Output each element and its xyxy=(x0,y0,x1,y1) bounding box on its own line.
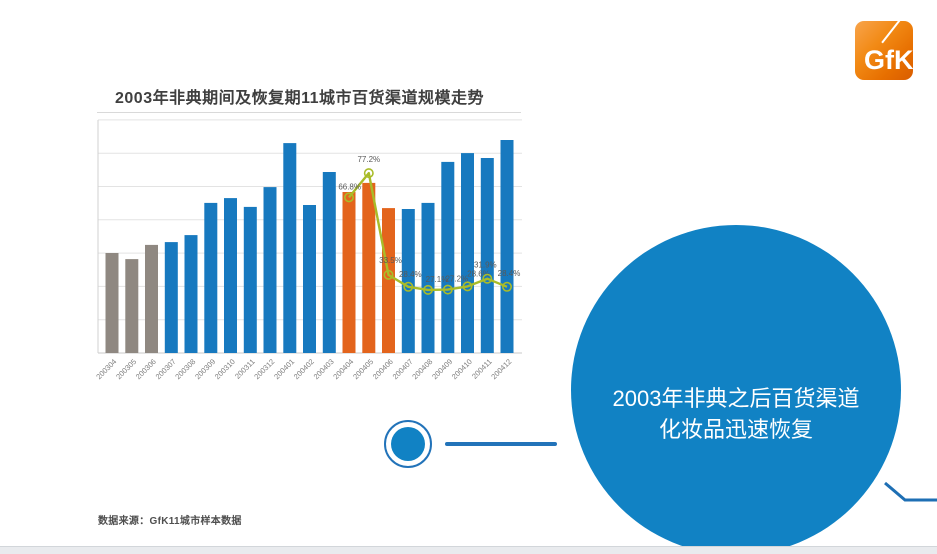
x-tick-label: 200409 xyxy=(430,357,454,381)
trend-label: 27.1% xyxy=(426,275,449,284)
bar-200409 xyxy=(441,161,455,353)
x-tick-label: 200305 xyxy=(114,357,138,381)
bar-200410 xyxy=(461,153,474,353)
trend-marker xyxy=(462,281,473,292)
trend-label: 28.4% xyxy=(399,270,422,279)
x-tick-label: 200308 xyxy=(173,357,197,381)
x-tick-label: 200407 xyxy=(391,357,415,381)
chart-title: 2003年非典期间及恢复期11城市百货渠道规模走势 xyxy=(115,90,485,107)
trend-marker xyxy=(363,168,374,179)
logo-slash-line xyxy=(881,21,904,44)
x-tick-label: 200404 xyxy=(331,357,355,381)
x-tick-label: 200412 xyxy=(489,357,513,381)
x-tick-label: 200408 xyxy=(410,357,434,381)
bar-200406 xyxy=(382,208,395,353)
trend-label: 66.8% xyxy=(338,182,361,191)
bar-200401 xyxy=(283,143,297,353)
bar-200412 xyxy=(500,140,514,353)
x-tick-label: 200304 xyxy=(94,357,118,381)
bar-200307 xyxy=(164,242,178,353)
bar-200308 xyxy=(184,235,198,353)
bar-200311 xyxy=(243,206,257,353)
title-divider xyxy=(97,112,521,113)
connector-line xyxy=(445,442,557,446)
timeline-dot-ring xyxy=(384,420,432,468)
x-tick-label: 200310 xyxy=(213,357,237,381)
x-tick-label: 200410 xyxy=(450,357,474,381)
trend-line xyxy=(348,171,508,292)
trend-marker xyxy=(383,269,394,280)
bar-200402 xyxy=(303,205,316,353)
trend-label: 27.2% xyxy=(445,275,468,284)
data-source-note: 数据来源：GfK11城市样本数据 xyxy=(98,516,242,527)
bar-200310 xyxy=(224,198,237,353)
x-tick-label: 200401 xyxy=(272,357,296,381)
x-tick-label: 200312 xyxy=(252,357,276,381)
trend-label: 28.4% xyxy=(498,269,521,278)
callout-text-line1: 2003年非典之后百货渠道 xyxy=(612,386,860,411)
x-tick-label: 200311 xyxy=(233,357,257,381)
bar-200404 xyxy=(342,192,356,353)
x-tick-label: 200411 xyxy=(470,357,494,381)
x-tick-label: 200306 xyxy=(134,357,158,381)
trend-marker xyxy=(422,284,433,295)
bar-200309 xyxy=(204,202,218,353)
x-tick-label: 200307 xyxy=(154,357,178,381)
x-tick-label: 200403 xyxy=(312,357,336,381)
trend-marker xyxy=(343,192,354,203)
trend-label: 77.2% xyxy=(357,155,380,164)
bar-200411 xyxy=(480,158,494,353)
bar-200304 xyxy=(105,253,119,353)
bar-200407 xyxy=(401,209,415,353)
bottom-strip xyxy=(0,546,937,554)
callout-text-line2: 化妆品迅速恢复 xyxy=(658,417,813,442)
bar-200405 xyxy=(362,182,376,353)
x-tick-label: 200402 xyxy=(292,357,316,381)
bar-200305 xyxy=(125,259,139,353)
bar-200408 xyxy=(421,202,435,353)
x-tick-label: 200405 xyxy=(351,357,375,381)
chevron-polyline xyxy=(884,481,937,502)
bar-200306 xyxy=(145,244,158,353)
trend-marker xyxy=(442,284,453,295)
trend-marker xyxy=(482,273,493,284)
bar-200312 xyxy=(263,187,277,353)
callout-circle: 2003年非典之后百货渠道 化妆品迅速恢复 xyxy=(571,225,901,554)
trend-label: 33.5% xyxy=(379,256,402,265)
gfk-logo: GfK xyxy=(855,21,913,80)
x-tick-label: 200309 xyxy=(193,357,217,381)
trend-marker xyxy=(403,281,414,292)
bar-line-chart: 2003042003052003062003072003082003092003… xyxy=(94,119,522,381)
trend-label: 31.9% xyxy=(474,261,497,270)
trend-marker xyxy=(501,281,512,292)
x-tick-label: 200406 xyxy=(371,357,395,381)
chevron-line xyxy=(884,481,937,502)
bar-200403 xyxy=(322,172,336,353)
gfk-logo-text: GfK xyxy=(864,45,913,75)
trend-label: 28.6% xyxy=(467,269,490,278)
timeline-dot xyxy=(391,427,425,461)
